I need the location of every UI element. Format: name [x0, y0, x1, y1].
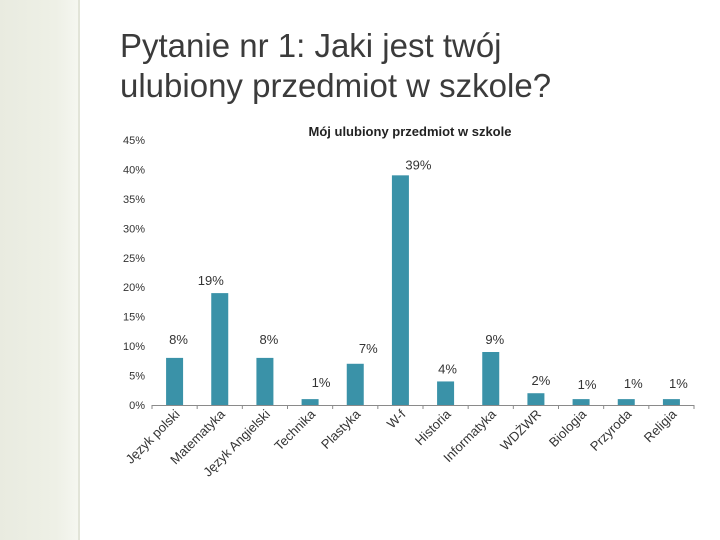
x-tick-label: W-f — [384, 406, 409, 431]
x-tick-label: WDŻWR — [497, 407, 544, 454]
data-labels: 8% 19% 8% 1% 7% 39% 4% 9% 2% 1% 1% 1% — [169, 157, 688, 392]
x-tick-label: Przyroda — [587, 406, 635, 454]
x-tick-label: Technika — [271, 406, 318, 453]
chart-title: Mój ulubiony przedmiot w szkole — [309, 124, 512, 139]
slide-title-line-2: ulubiony przedmiot w szkole? — [120, 67, 552, 105]
data-label: 1% — [624, 376, 643, 391]
bar — [527, 393, 545, 405]
x-tick-label: Religia — [641, 406, 680, 445]
data-label: 4% — [438, 361, 457, 376]
y-tick-label: 30% — [123, 223, 145, 235]
bar — [256, 357, 274, 405]
bar — [617, 399, 635, 405]
bar — [346, 363, 364, 405]
slide-title: Pytanie nr 1: Jaki jest twój ulubiony pr… — [120, 26, 700, 107]
slide-title-line-1: Pytanie nr 1: Jaki jest twój — [120, 27, 502, 64]
slide-decor-stripe — [0, 0, 80, 540]
bar — [301, 399, 319, 405]
y-tick-label: 20% — [123, 282, 145, 294]
data-label: 8% — [169, 332, 188, 347]
y-tick-label: 25% — [123, 253, 145, 265]
y-tick-label: 5% — [129, 371, 145, 383]
y-tick-label: 35% — [123, 194, 145, 206]
bars — [166, 175, 680, 405]
data-label: 1% — [578, 377, 597, 392]
bar — [391, 175, 409, 405]
y-tick-label: 45% — [123, 135, 145, 147]
data-label: 8% — [260, 332, 279, 347]
y-axis: 0% 5% 10% 15% 20% 25% 30% 35% 40% 45% — [123, 135, 145, 412]
y-tick-label: 15% — [123, 312, 145, 324]
data-label: 9% — [485, 332, 504, 347]
x-tick-label: Biologia — [546, 406, 590, 450]
y-tick-label: 10% — [123, 341, 145, 353]
data-label: 19% — [198, 273, 224, 288]
data-label: 7% — [359, 341, 378, 356]
data-label: 1% — [669, 376, 688, 391]
y-tick-label: 0% — [129, 400, 145, 412]
bar — [482, 352, 500, 405]
data-label: 2% — [532, 373, 551, 388]
bar — [437, 381, 455, 405]
y-tick-label: 40% — [123, 164, 145, 176]
x-tick-label: Historia — [412, 406, 454, 448]
data-label: 39% — [405, 157, 431, 172]
x-tick-label: Plastyka — [318, 406, 364, 452]
data-label: 1% — [312, 375, 331, 390]
bar — [166, 357, 184, 405]
bar — [211, 293, 229, 405]
bar — [662, 399, 680, 405]
bar — [572, 399, 590, 405]
